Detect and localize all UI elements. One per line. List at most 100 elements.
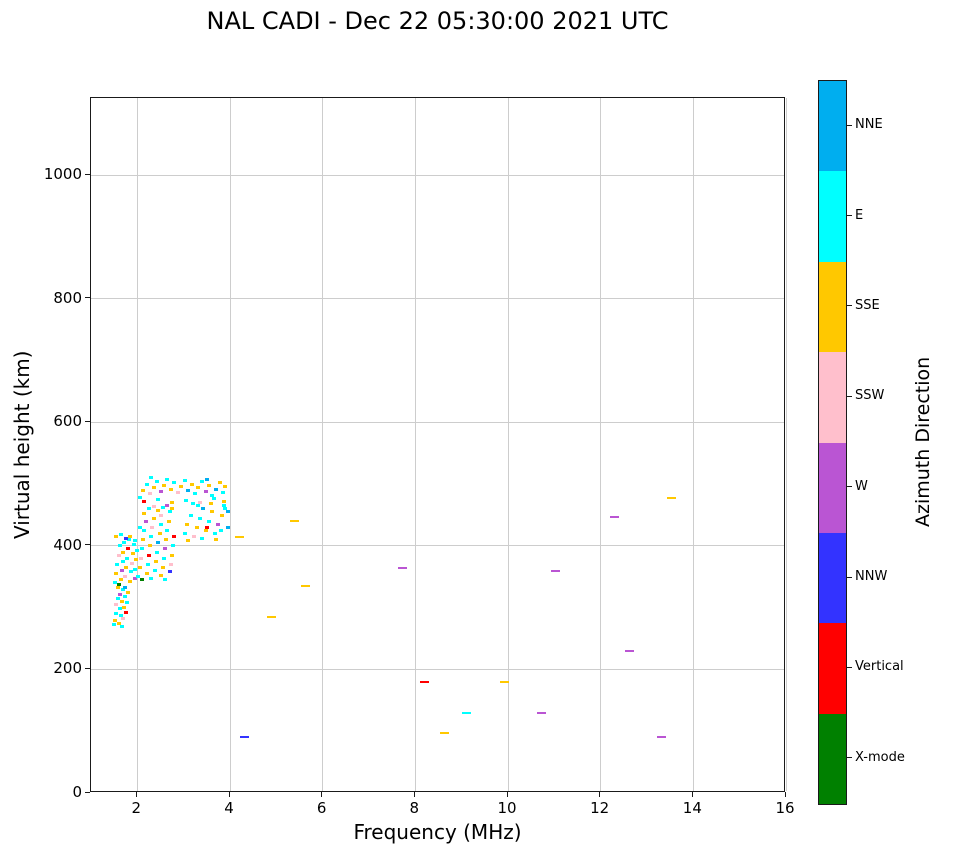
data-point: [610, 515, 620, 518]
colorbar-segment-nne: [819, 81, 846, 172]
data-point: [142, 528, 147, 532]
data-point: [115, 586, 120, 590]
colorbar-tick-label: NNW: [855, 569, 888, 585]
data-point: [170, 553, 175, 557]
data-point: [211, 497, 216, 501]
data-point: [119, 624, 124, 628]
data-point: [439, 732, 449, 735]
data-point: [217, 481, 222, 485]
data-point: [165, 477, 170, 481]
x-tick-mark: [228, 792, 230, 797]
data-point: [143, 519, 148, 523]
data-point: [225, 525, 230, 529]
x-tick-mark: [413, 792, 415, 797]
data-point: [123, 536, 128, 540]
data-point: [182, 532, 187, 536]
data-point: [139, 547, 144, 551]
data-point: [116, 553, 121, 557]
data-point: [197, 516, 202, 520]
gridline-horizontal: [91, 421, 784, 423]
data-point: [158, 490, 163, 494]
data-point: [129, 561, 134, 565]
data-point: [222, 499, 227, 503]
data-point: [191, 535, 196, 539]
colorbar-tick-label: X-mode: [855, 749, 905, 765]
data-point: [126, 547, 131, 551]
data-point: [207, 519, 212, 523]
gridline-horizontal: [91, 545, 784, 547]
data-point: [119, 533, 124, 537]
data-point: [165, 528, 170, 532]
data-point: [128, 570, 133, 574]
data-point: [207, 483, 212, 487]
data-point: [151, 505, 156, 509]
data-point: [133, 567, 138, 571]
x-tick-label: 10: [497, 799, 517, 817]
data-point: [116, 621, 121, 625]
data-point: [397, 566, 407, 569]
colorbar-tick-label: W: [855, 478, 868, 494]
y-tick-mark: [85, 173, 90, 175]
data-point: [148, 491, 153, 495]
data-point: [159, 513, 164, 517]
x-tick-label: 2: [131, 799, 142, 817]
colorbar-tick-mark: [847, 215, 852, 217]
data-point: [142, 499, 147, 503]
data-point: [148, 544, 153, 548]
y-tick-mark: [85, 420, 90, 422]
data-point: [216, 522, 221, 526]
data-point: [126, 538, 131, 542]
data-point: [219, 513, 224, 517]
y-tick-label: 1000: [43, 165, 82, 184]
data-point: [125, 601, 130, 605]
colorbar-tick-mark: [847, 305, 852, 307]
data-point: [201, 507, 206, 511]
data-point: [114, 535, 119, 539]
y-tick-label: 200: [53, 659, 82, 678]
data-point: [113, 581, 118, 585]
y-tick-label: 800: [53, 288, 82, 307]
colorbar-segment-ssw: [819, 352, 846, 443]
data-point: [117, 607, 122, 611]
data-point: [300, 585, 310, 588]
x-tick-mark: [506, 792, 508, 797]
colorbar-tick-label: SSW: [855, 388, 885, 404]
data-point: [139, 578, 144, 582]
data-point: [163, 578, 168, 582]
data-point: [153, 559, 158, 563]
colorbar-tick-mark: [847, 666, 852, 668]
x-tick-label: 14: [682, 799, 702, 817]
data-point: [179, 485, 184, 489]
data-point: [165, 503, 170, 507]
colorbar-tick-label: Vertical: [855, 659, 904, 675]
y-tick-label: 0: [72, 783, 82, 801]
data-point: [182, 478, 187, 482]
data-point: [168, 562, 173, 566]
gridline-vertical: [785, 98, 787, 791]
y-axis-label: Virtual height (km): [10, 350, 34, 539]
data-point: [200, 480, 205, 484]
data-point: [194, 525, 199, 529]
x-tick-mark: [599, 792, 601, 797]
data-point: [144, 482, 149, 486]
data-point: [151, 485, 156, 489]
data-point: [121, 617, 126, 621]
data-point: [666, 497, 676, 500]
data-point: [123, 586, 128, 590]
data-point: [162, 483, 167, 487]
data-point: [149, 535, 154, 539]
colorbar-segment-vertical: [819, 623, 846, 714]
data-point: [536, 711, 546, 714]
chart-title: NAL CADI - Dec 22 05:30:00 2021 UTC: [206, 7, 669, 35]
colorbar-tick-mark: [847, 486, 852, 488]
data-point: [209, 502, 214, 506]
y-tick-label: 600: [53, 412, 82, 431]
data-point: [214, 487, 219, 491]
data-point: [170, 507, 175, 511]
data-point: [186, 539, 191, 543]
data-point: [171, 544, 176, 548]
data-point: [158, 574, 163, 578]
data-point: [139, 556, 144, 560]
data-point: [225, 510, 230, 514]
